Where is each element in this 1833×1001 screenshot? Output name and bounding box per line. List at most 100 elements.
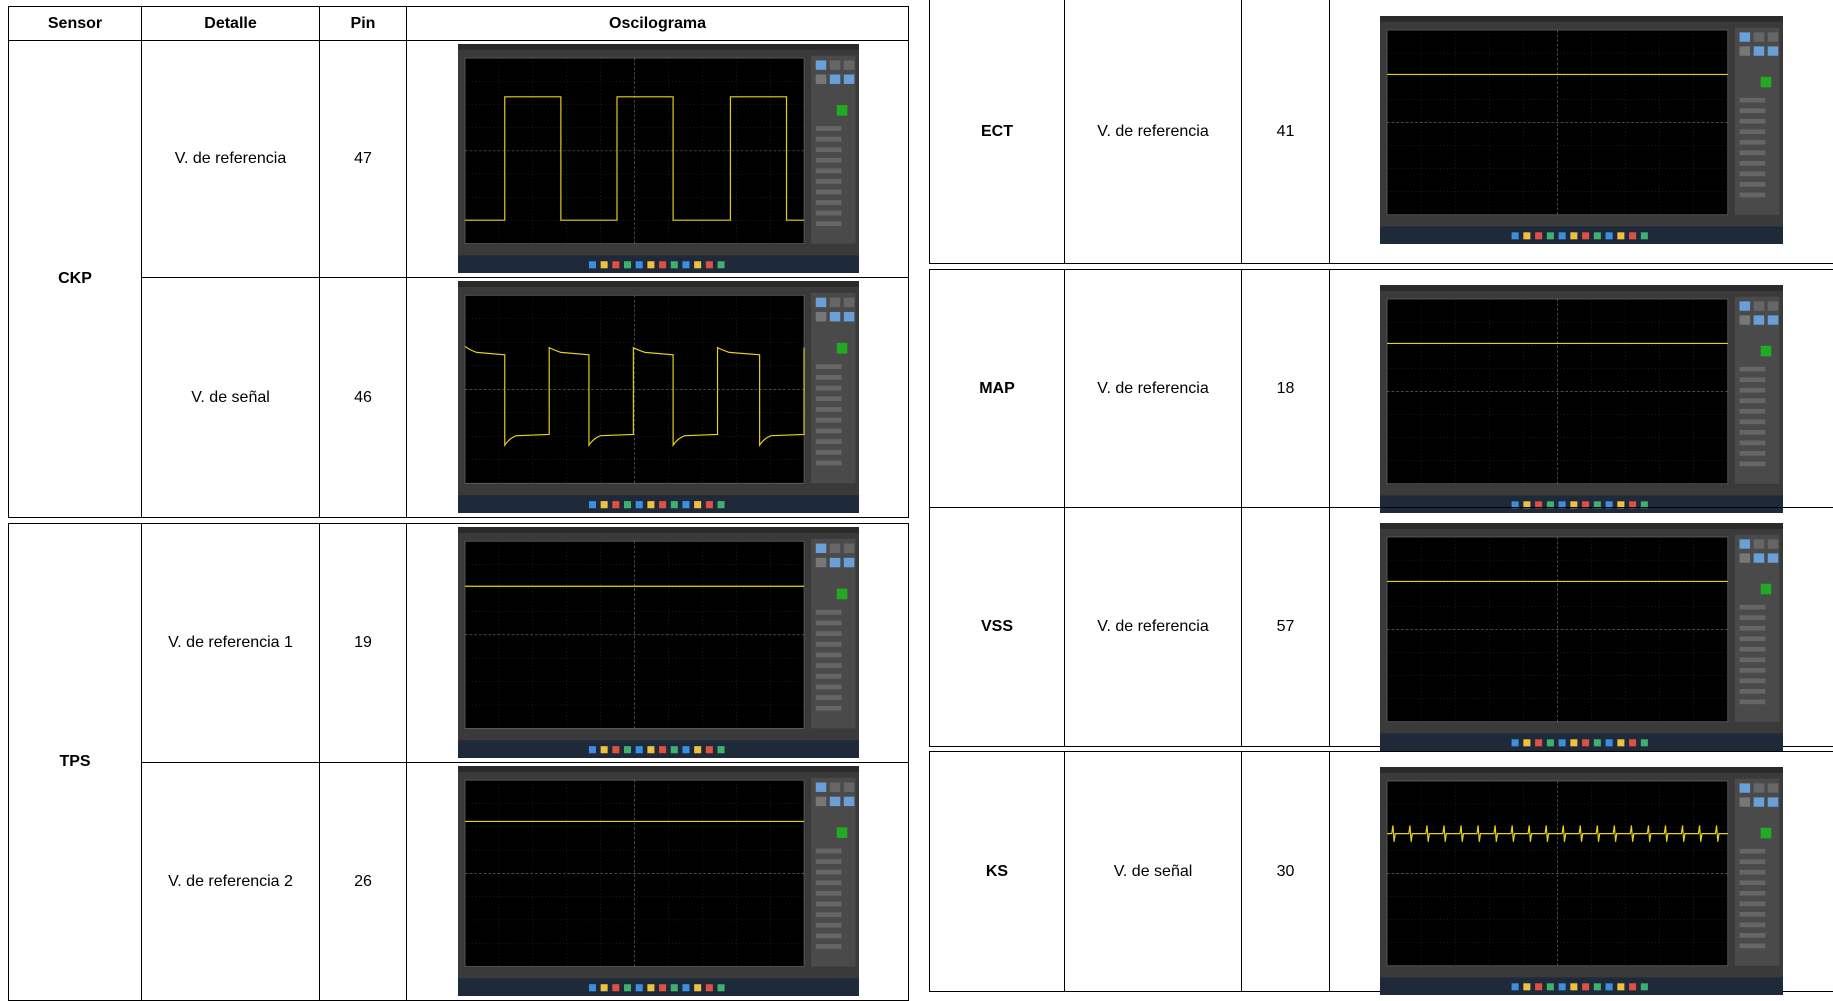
panel-button	[1753, 46, 1765, 56]
detail-cell: V. de referencia 2	[141, 762, 320, 1001]
panel-button	[1739, 553, 1751, 563]
taskbar-icon	[682, 261, 690, 269]
panel-control	[815, 147, 842, 153]
pin-cell-text: 26	[354, 872, 372, 890]
panel-control	[1739, 366, 1766, 372]
panel-control	[1739, 182, 1766, 187]
panel-control	[1739, 943, 1766, 949]
oscillogram	[458, 281, 859, 513]
panel-control	[815, 460, 842, 466]
sensor-cell: KS	[929, 751, 1065, 992]
oscillogram	[458, 527, 859, 758]
panel-control	[815, 449, 842, 455]
taskbar-icon	[717, 501, 725, 509]
panel-control	[1739, 615, 1766, 621]
panel-control	[1739, 398, 1766, 404]
panel-button	[843, 311, 855, 322]
title-bar	[458, 766, 859, 772]
taskbar-icon	[1546, 739, 1554, 747]
taskbar-icon	[647, 984, 655, 992]
title-bar	[1380, 523, 1783, 529]
run-button	[1760, 827, 1772, 839]
panel-button	[1739, 783, 1751, 793]
taskbar-icon	[1570, 501, 1578, 509]
panel-control	[815, 912, 842, 917]
panel-button	[1739, 32, 1751, 42]
taskbar-icon	[1629, 501, 1637, 509]
pin-cell: 47	[319, 40, 407, 278]
taskbar	[458, 495, 859, 513]
taskbar-icon	[1617, 983, 1625, 991]
panel-control	[1739, 699, 1766, 705]
panel-button	[843, 796, 855, 807]
taskbar-icon	[635, 984, 643, 992]
oscillogram	[1380, 523, 1783, 751]
panel-button	[815, 543, 827, 554]
panel-button	[829, 297, 841, 308]
header-cell: Detalle	[141, 6, 320, 41]
panel-button	[1739, 539, 1751, 549]
taskbar-icon	[682, 984, 690, 992]
detail-cell: V. de referencia 1	[141, 523, 320, 763]
taskbar-icon	[670, 261, 678, 269]
panel-button	[1753, 553, 1765, 563]
pin-cell: 46	[319, 277, 407, 518]
panel-button	[843, 297, 855, 308]
detail-cell-text: V. de referencia	[174, 150, 287, 167]
panel-button	[829, 311, 841, 322]
panel-button	[1753, 315, 1765, 325]
trace	[464, 345, 805, 448]
panel-control	[815, 385, 842, 391]
taskbar-icon	[1511, 501, 1519, 509]
header-cell: Oscilograma	[406, 6, 909, 41]
title-bar	[1380, 767, 1783, 773]
panel-button	[1767, 301, 1779, 311]
panel-button	[829, 74, 841, 84]
taskbar-icon	[647, 746, 655, 754]
taskbar-icon	[705, 746, 713, 754]
panel-button	[843, 557, 855, 568]
panel-control	[815, 631, 842, 636]
pin-cell: 41	[1241, 0, 1330, 264]
panel-control	[815, 663, 842, 668]
taskbar-icon	[1511, 983, 1519, 991]
detail-cell-text: V. de referencia	[1097, 122, 1209, 140]
sensor-cell-text: MAP	[979, 379, 1015, 397]
taskbar-icon	[1523, 983, 1531, 991]
panel-control	[815, 189, 842, 195]
panel-control	[1739, 440, 1766, 446]
taskbar-icon	[600, 261, 608, 269]
oscillogram	[1380, 16, 1783, 244]
sensor-cell: ECT	[929, 0, 1065, 264]
panel-button	[1767, 46, 1779, 56]
panel-button	[1753, 301, 1765, 311]
taskbar-icon	[1570, 232, 1578, 240]
panel-button	[843, 60, 855, 70]
panel-control	[1739, 139, 1766, 145]
pin-cell-text: 41	[1276, 122, 1295, 140]
panel-control	[1739, 604, 1766, 610]
panel-control	[1739, 429, 1766, 435]
title-bar	[1380, 16, 1783, 22]
taskbar-icon	[705, 984, 713, 992]
panel-control	[1739, 922, 1766, 928]
panel-control	[1739, 859, 1766, 865]
panel-control	[1739, 97, 1766, 103]
trace	[465, 96, 805, 221]
oscillogram-cell	[406, 277, 909, 518]
pin-cell-text: 46	[354, 388, 372, 406]
panel-control	[815, 407, 842, 412]
panel-control	[1739, 150, 1766, 156]
panel-control	[815, 417, 842, 423]
taskbar-icon	[1640, 232, 1648, 240]
panel-control	[1739, 667, 1766, 673]
panel-button	[815, 297, 827, 308]
taskbar-icon	[600, 746, 608, 754]
taskbar-icon	[1605, 501, 1613, 509]
panel-button	[829, 60, 841, 70]
panel-control	[815, 859, 842, 864]
pin-cell-text: 19	[354, 634, 372, 651]
panel-button	[815, 782, 827, 792]
pin-cell: 30	[1241, 751, 1330, 992]
